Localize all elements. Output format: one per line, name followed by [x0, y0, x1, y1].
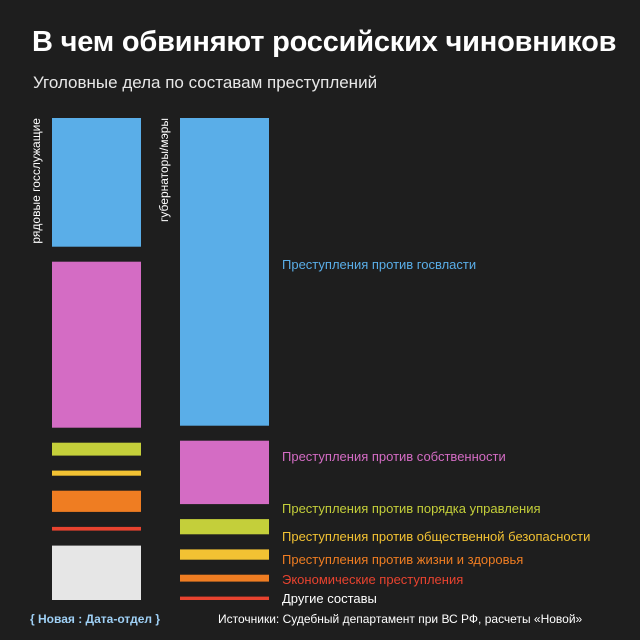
bar-segment-2-2: [180, 440, 269, 505]
legend-label-5: Преступления против жизни и здоровья: [282, 552, 523, 567]
bar-segment-1-3: [52, 442, 141, 456]
bar-segment-2-6: [180, 596, 269, 600]
bar-segment-2-3: [180, 519, 269, 535]
legend-label-2: Преступления против собственности: [282, 449, 506, 464]
bar-segment-2-5: [180, 574, 269, 582]
legend-label-7: Другие составы: [282, 591, 377, 606]
category-label-officials: рядовые госслужащие: [29, 118, 43, 244]
bar-segment-2-4: [180, 549, 269, 560]
legend-label-3: Преступления против порядка управления: [282, 501, 541, 516]
source-note: Источники: Судебный департамент при ВС Р…: [218, 612, 583, 626]
bar-segment-1-6: [52, 526, 141, 531]
chart-title: В чем обвиняют российских чиновников: [32, 26, 617, 58]
bar-segment-1-7: [52, 545, 141, 600]
chart-subtitle: Уголовные дела по составам преступлений: [33, 73, 378, 92]
brand-label: { Новая : Дата-отдел }: [30, 612, 160, 626]
legend-label-1: Преступления против госвласти: [282, 257, 476, 272]
bar-segment-2-1: [180, 118, 269, 426]
bar-segment-1-5: [52, 490, 141, 512]
bar-segment-1-4: [52, 470, 141, 476]
category-label-governors: губернаторы/мэры: [157, 118, 171, 222]
legend-label-4: Преступления против общественной безопас…: [282, 529, 590, 544]
bar-segment-1-1: [52, 118, 141, 247]
bar-segment-1-2: [52, 261, 141, 428]
legend-label-6: Экономические преступления: [282, 572, 463, 587]
